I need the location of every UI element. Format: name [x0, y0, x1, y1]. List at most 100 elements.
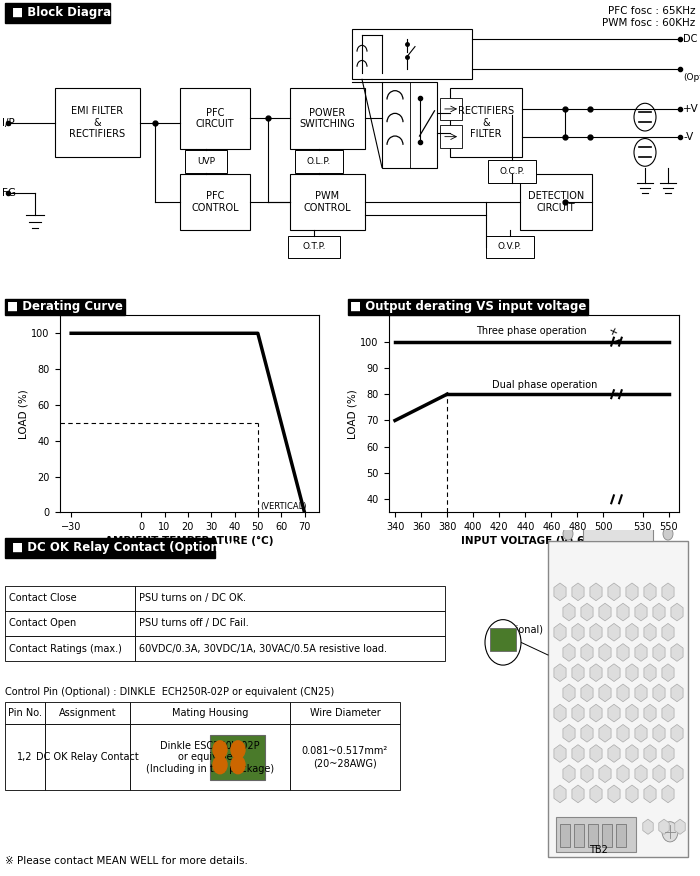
Text: Wire Diameter: Wire Diameter	[309, 708, 380, 718]
Text: DC OK Relay Contact: DC OK Relay Contact	[36, 752, 139, 762]
Bar	[5, 538, 215, 558]
Text: -V: -V	[683, 131, 693, 142]
Bar	[574, 824, 584, 847]
Bar	[290, 173, 365, 230]
Bar	[440, 125, 462, 148]
Bar	[185, 150, 227, 173]
Bar	[5, 702, 45, 724]
Text: Contact Close: Contact Close	[9, 593, 76, 604]
Circle shape	[634, 103, 656, 131]
Text: Assignment: Assignment	[59, 708, 116, 718]
Bar	[135, 585, 445, 611]
Text: +V: +V	[683, 104, 699, 114]
Text: 2: 2	[500, 632, 506, 640]
Bar	[295, 150, 343, 173]
Text: PSU turns off / DC Fail.: PSU turns off / DC Fail.	[139, 618, 248, 628]
Text: Three phase operation: Three phase operation	[477, 327, 587, 336]
Text: DETECTION
CIRCUIT: DETECTION CIRCUIT	[528, 191, 584, 213]
Bar	[180, 173, 250, 230]
Bar	[290, 702, 400, 724]
Bar	[556, 816, 636, 852]
Text: O.T.P.: O.T.P.	[302, 243, 326, 251]
Y-axis label: LOAD (%): LOAD (%)	[348, 389, 358, 439]
Bar	[5, 585, 135, 611]
Text: (VERTICAL): (VERTICAL)	[260, 502, 307, 511]
Bar	[180, 88, 250, 149]
Bar	[290, 724, 400, 790]
Text: EMI FILTER
&
RECTIFIERS: EMI FILTER & RECTIFIERS	[69, 106, 125, 139]
Bar	[560, 824, 570, 847]
Bar	[490, 628, 516, 651]
Y-axis label: LOAD (%): LOAD (%)	[19, 389, 29, 439]
Bar	[5, 611, 135, 636]
Text: Contact Ratings (max.): Contact Ratings (max.)	[9, 644, 122, 653]
Text: PFC fosc : 65KHz
PWM fosc : 60KHz: PFC fosc : 65KHz PWM fosc : 60KHz	[602, 6, 695, 28]
Text: 1: 1	[500, 643, 506, 652]
Text: 0.081~0.517mm²
(20~28AWG): 0.081~0.517mm² (20~28AWG)	[302, 746, 388, 768]
Text: O.C.P.: O.C.P.	[499, 166, 525, 176]
Bar	[488, 160, 536, 182]
Bar	[288, 236, 340, 258]
Bar	[45, 724, 130, 790]
Bar	[382, 81, 437, 167]
X-axis label: AMBIENT TEMPERATURE (°C): AMBIENT TEMPERATURE (°C)	[105, 536, 273, 547]
Text: Mating Housing: Mating Housing	[172, 708, 248, 718]
Bar	[45, 702, 130, 724]
Text: 60VDC/0.3A, 30VDC/1A, 30VAC/0.5A resistive load.: 60VDC/0.3A, 30VDC/1A, 30VAC/0.5A resisti…	[139, 644, 387, 653]
Bar	[55, 88, 140, 158]
Text: Pin No.: Pin No.	[8, 708, 42, 718]
Bar	[486, 236, 534, 258]
Text: PWM
CONTROL: PWM CONTROL	[304, 191, 351, 213]
Bar	[440, 97, 462, 120]
Bar	[130, 702, 290, 724]
Text: PFC
CONTROL: PFC CONTROL	[191, 191, 239, 213]
Circle shape	[231, 741, 245, 759]
Bar	[548, 541, 688, 857]
Text: ✕: ✕	[608, 326, 620, 338]
Bar	[5, 724, 45, 790]
Text: PSU turns on / DC OK.: PSU turns on / DC OK.	[139, 593, 246, 604]
Text: PFC
CIRCUIT: PFC CIRCUIT	[196, 108, 235, 129]
Circle shape	[662, 822, 678, 842]
Bar	[5, 636, 135, 661]
X-axis label: INPUT VOLTAGE (V) 60Hz: INPUT VOLTAGE (V) 60Hz	[461, 536, 606, 547]
Bar	[583, 526, 653, 541]
Circle shape	[485, 619, 521, 665]
Circle shape	[663, 527, 673, 540]
Bar	[588, 824, 598, 847]
Text: (Optional): (Optional)	[494, 625, 543, 635]
Bar	[5, 3, 110, 23]
Bar	[135, 636, 445, 661]
Text: 1,2: 1,2	[18, 752, 33, 762]
Bar	[130, 724, 290, 790]
Text: ■ Derating Curve: ■ Derating Curve	[7, 300, 123, 314]
Bar	[450, 88, 522, 158]
Circle shape	[213, 756, 227, 774]
Text: ■ Block Diagram: ■ Block Diagram	[12, 6, 123, 19]
Text: I/P: I/P	[2, 118, 15, 129]
Text: RECTIFIERS
&
FILTER: RECTIFIERS & FILTER	[458, 106, 514, 139]
Circle shape	[213, 741, 227, 759]
Bar	[210, 735, 265, 780]
Bar	[602, 824, 612, 847]
Text: (Optional): (Optional)	[683, 73, 700, 82]
Bar	[520, 173, 592, 230]
Text: UVP: UVP	[197, 157, 215, 166]
Text: TB2: TB2	[589, 844, 608, 854]
Text: ※ Please contact MEAN WELL for more details.: ※ Please contact MEAN WELL for more deta…	[5, 856, 248, 865]
Text: DC OK: DC OK	[683, 34, 700, 44]
Text: Contact Open: Contact Open	[9, 618, 76, 628]
Text: FG: FG	[2, 187, 16, 198]
Text: ■ DC OK Relay Contact (Optional): ■ DC OK Relay Contact (Optional)	[12, 541, 237, 555]
Bar	[135, 611, 445, 636]
Text: Dual phase operation: Dual phase operation	[492, 380, 598, 391]
Text: POWER
SWITCHING: POWER SWITCHING	[300, 108, 356, 129]
Circle shape	[563, 527, 573, 540]
Text: O.V.P.: O.V.P.	[498, 243, 522, 251]
Bar	[290, 88, 365, 149]
Text: Dinkle ESC250V-02P
or equivalent
(Including in the package): Dinkle ESC250V-02P or equivalent (Includ…	[146, 741, 274, 774]
Bar	[616, 824, 626, 847]
Circle shape	[231, 756, 245, 774]
Bar	[352, 29, 472, 80]
Text: O.L.P.: O.L.P.	[307, 157, 331, 166]
